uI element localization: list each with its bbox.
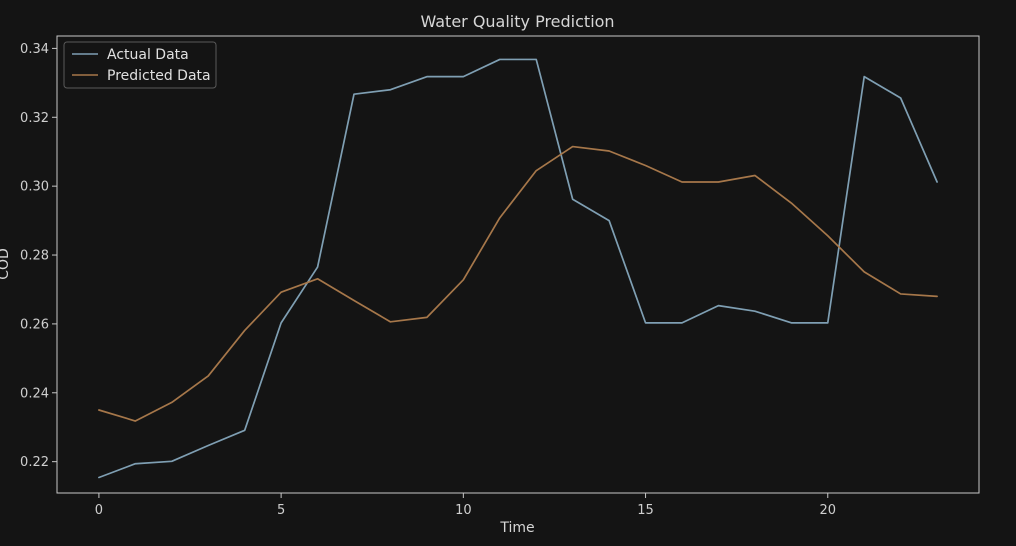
x-axis-label: Time xyxy=(499,520,534,536)
y-tick-label: 0.28 xyxy=(20,249,49,264)
x-tick-label: 10 xyxy=(455,503,472,518)
y-tick-label: 0.24 xyxy=(20,386,49,401)
series-line-predicted-data xyxy=(98,145,938,422)
y-axis: 0.22 0.24 0.26 0.28 0.30 0.32 0.34 xyxy=(20,42,57,470)
y-tick-label: 0.34 xyxy=(20,42,49,57)
series-lines xyxy=(98,58,938,479)
x-tick-label: 0 xyxy=(95,503,103,518)
x-tick-label: 15 xyxy=(637,503,654,518)
plot-frame xyxy=(56,35,980,494)
x-tick-label: 5 xyxy=(277,503,285,518)
x-axis: 0 5 10 15 20 xyxy=(95,493,836,518)
series-line-actual-data xyxy=(98,58,938,479)
x-tick-label: 20 xyxy=(819,503,836,518)
y-tick-label: 0.26 xyxy=(20,317,49,332)
legend-label-predicted: Predicted Data xyxy=(107,68,211,84)
legend-label-actual: Actual Data xyxy=(107,47,189,63)
y-tick-label: 0.32 xyxy=(20,111,49,126)
y-axis-label: COD xyxy=(0,248,12,280)
legend-box xyxy=(63,41,217,89)
chart-title: Water Quality Prediction xyxy=(420,12,614,31)
legend: Actual Data Predicted Data xyxy=(63,41,217,89)
y-tick-label: 0.30 xyxy=(20,180,49,195)
y-tick-label: 0.22 xyxy=(20,455,49,470)
